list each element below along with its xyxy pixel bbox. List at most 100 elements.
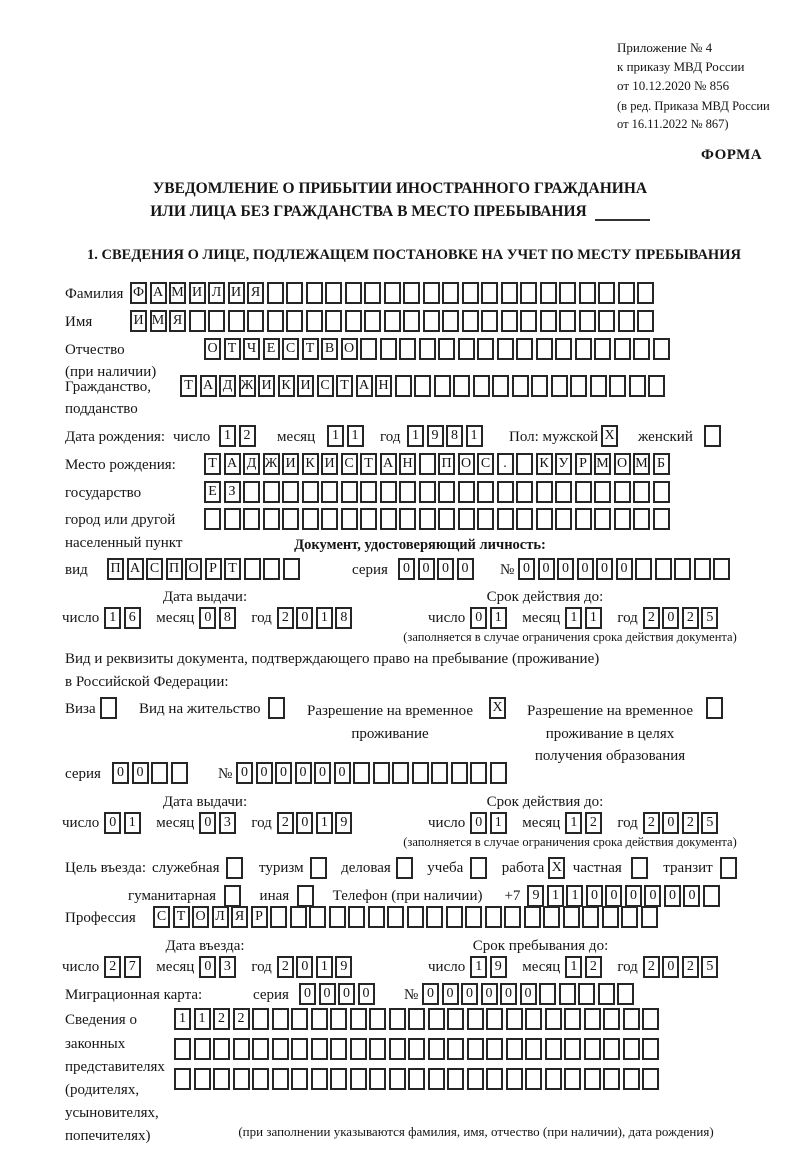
- char-cell[interactable]: [461, 310, 479, 332]
- char-cell[interactable]: [702, 885, 720, 907]
- char-cell[interactable]: [520, 310, 537, 332]
- char-cell[interactable]: [388, 1068, 406, 1090]
- char-cell[interactable]: [305, 282, 323, 304]
- char-cell[interactable]: [523, 906, 541, 928]
- char-cell[interactable]: [472, 375, 490, 397]
- purpose-study-checkbox[interactable]: [470, 857, 490, 879]
- char-cell[interactable]: [713, 558, 730, 580]
- char-cell[interactable]: [271, 1038, 289, 1060]
- char-cell[interactable]: [562, 906, 580, 928]
- char-cell[interactable]: [243, 481, 260, 503]
- char-cell[interactable]: О: [192, 906, 209, 928]
- char-cell[interactable]: [427, 1008, 445, 1030]
- char-cell[interactable]: [466, 1038, 484, 1060]
- char-cell[interactable]: [369, 1008, 386, 1030]
- char-cell[interactable]: [431, 762, 448, 784]
- char-cell[interactable]: [426, 906, 443, 928]
- char-cell[interactable]: [328, 906, 346, 928]
- char-cell[interactable]: [622, 1068, 640, 1090]
- char-cell[interactable]: 0: [333, 762, 351, 784]
- char-cell[interactable]: 0: [199, 607, 217, 629]
- char-cell[interactable]: С: [316, 375, 334, 397]
- char-cell[interactable]: [594, 481, 611, 503]
- char-cell[interactable]: [418, 453, 436, 475]
- char-cell[interactable]: Ж: [238, 375, 256, 397]
- char-cell[interactable]: [622, 1008, 640, 1030]
- char-cell[interactable]: 9: [489, 956, 507, 978]
- char-cell[interactable]: [504, 906, 521, 928]
- char-cell[interactable]: 2: [642, 956, 660, 978]
- char-cell[interactable]: [310, 1008, 328, 1030]
- char-cell[interactable]: О: [204, 338, 221, 360]
- char-cell[interactable]: [291, 1008, 308, 1030]
- char-cell[interactable]: 0: [596, 558, 613, 580]
- char-cell[interactable]: [330, 1068, 347, 1090]
- char-cell[interactable]: 0: [470, 607, 488, 629]
- char-cell[interactable]: [640, 906, 658, 928]
- char-cell[interactable]: 6: [123, 607, 141, 629]
- char-cell[interactable]: Т: [301, 338, 319, 360]
- char-cell[interactable]: [286, 310, 303, 332]
- char-cell[interactable]: 0: [519, 983, 537, 1005]
- char-cell[interactable]: [447, 1068, 464, 1090]
- char-cell[interactable]: К: [301, 453, 319, 475]
- char-cell[interactable]: 9: [335, 812, 353, 834]
- char-cell[interactable]: П: [107, 558, 124, 580]
- char-cell[interactable]: 0: [199, 812, 217, 834]
- char-cell[interactable]: [271, 1068, 289, 1090]
- char-cell[interactable]: [193, 1038, 211, 1060]
- purpose-tourism-checkbox[interactable]: [309, 857, 330, 879]
- char-cell[interactable]: [489, 762, 507, 784]
- char-cell[interactable]: 3: [218, 812, 236, 834]
- char-cell[interactable]: [309, 857, 327, 879]
- char-cell[interactable]: [418, 481, 436, 503]
- char-cell[interactable]: 1: [315, 956, 333, 978]
- char-cell[interactable]: [348, 906, 365, 928]
- char-cell[interactable]: [408, 1038, 425, 1060]
- char-cell[interactable]: [559, 282, 576, 304]
- char-cell[interactable]: 2: [238, 425, 256, 447]
- purpose-transit-checkbox[interactable]: [719, 857, 740, 879]
- char-cell[interactable]: М: [169, 282, 186, 304]
- char-cell[interactable]: И: [258, 375, 275, 397]
- char-cell[interactable]: [442, 310, 459, 332]
- char-cell[interactable]: 1: [193, 1008, 211, 1030]
- char-cell[interactable]: [516, 508, 533, 530]
- char-cell[interactable]: [204, 508, 221, 530]
- char-cell[interactable]: 0: [112, 762, 129, 784]
- char-cell[interactable]: [170, 762, 188, 784]
- char-cell[interactable]: 0: [624, 885, 642, 907]
- char-cell[interactable]: 8: [446, 425, 463, 447]
- char-cell[interactable]: И: [321, 453, 338, 475]
- char-cell[interactable]: [603, 1068, 620, 1090]
- char-cell[interactable]: [603, 1038, 620, 1060]
- char-cell[interactable]: [589, 375, 607, 397]
- char-cell[interactable]: [633, 338, 650, 360]
- char-cell[interactable]: О: [340, 338, 358, 360]
- char-cell[interactable]: [414, 375, 431, 397]
- char-cell[interactable]: [470, 857, 488, 879]
- char-cell[interactable]: [511, 375, 529, 397]
- char-cell[interactable]: 0: [398, 558, 415, 580]
- char-cell[interactable]: 0: [557, 558, 574, 580]
- char-cell[interactable]: [330, 1038, 347, 1060]
- char-cell[interactable]: М: [633, 453, 650, 475]
- char-cell[interactable]: 0: [461, 983, 478, 1005]
- char-cell[interactable]: [364, 310, 381, 332]
- char-cell[interactable]: [637, 282, 654, 304]
- char-cell[interactable]: [505, 1038, 523, 1060]
- char-cell[interactable]: 0: [500, 983, 517, 1005]
- char-cell[interactable]: [438, 508, 455, 530]
- char-cell[interactable]: Д: [243, 453, 260, 475]
- char-cell[interactable]: [466, 1008, 484, 1030]
- char-cell[interactable]: [383, 310, 401, 332]
- char-cell[interactable]: Р: [250, 906, 268, 928]
- char-cell[interactable]: [642, 1038, 659, 1060]
- char-cell[interactable]: [243, 508, 260, 530]
- char-cell[interactable]: [470, 762, 487, 784]
